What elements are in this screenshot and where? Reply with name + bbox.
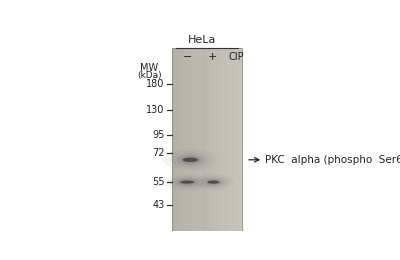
Bar <box>199 48 201 231</box>
Text: CIP: CIP <box>228 51 244 62</box>
Bar <box>189 48 190 231</box>
Bar <box>218 48 219 231</box>
Bar <box>192 48 194 231</box>
Ellipse shape <box>163 149 218 171</box>
Bar <box>175 48 176 231</box>
Ellipse shape <box>199 176 228 188</box>
Bar <box>239 48 240 231</box>
Bar <box>214 48 216 231</box>
Bar <box>230 48 231 231</box>
Text: 180: 180 <box>146 79 165 89</box>
Bar <box>236 48 238 231</box>
Text: (kDa): (kDa) <box>137 71 162 80</box>
Bar <box>228 48 230 231</box>
Bar <box>208 48 210 231</box>
Bar <box>216 48 217 231</box>
Bar <box>197 48 198 231</box>
Bar <box>232 48 233 231</box>
Bar <box>240 48 242 231</box>
Bar <box>184 48 186 231</box>
Ellipse shape <box>180 180 194 184</box>
Bar <box>172 48 242 231</box>
Bar <box>227 48 229 231</box>
Ellipse shape <box>163 174 212 190</box>
Ellipse shape <box>208 180 219 184</box>
Bar <box>206 48 208 231</box>
Ellipse shape <box>171 152 210 167</box>
Bar <box>196 48 197 231</box>
Bar <box>178 48 180 231</box>
Bar <box>238 48 239 231</box>
Bar <box>224 48 225 231</box>
Bar <box>233 48 234 231</box>
Bar <box>220 48 222 231</box>
Text: 95: 95 <box>152 130 165 140</box>
Text: HeLa: HeLa <box>188 35 216 45</box>
Text: +: + <box>208 51 218 62</box>
Bar <box>200 48 202 231</box>
Ellipse shape <box>178 179 196 185</box>
Ellipse shape <box>206 179 221 185</box>
Bar <box>203 48 204 231</box>
Bar <box>182 48 183 231</box>
Bar <box>234 48 236 231</box>
Ellipse shape <box>203 178 224 186</box>
Bar <box>222 48 224 231</box>
Bar <box>235 48 237 231</box>
Ellipse shape <box>176 154 204 165</box>
Bar <box>230 48 232 231</box>
Bar <box>188 48 189 231</box>
Text: MW: MW <box>140 63 158 73</box>
Bar <box>219 48 220 231</box>
Bar <box>205 48 206 231</box>
Bar <box>180 48 181 231</box>
Bar <box>198 48 200 231</box>
Bar <box>212 48 214 231</box>
Bar <box>172 48 174 231</box>
Bar <box>226 48 228 231</box>
Ellipse shape <box>180 156 200 164</box>
Bar <box>185 48 187 231</box>
Bar <box>190 48 192 231</box>
Bar <box>186 48 188 231</box>
Bar <box>241 48 242 231</box>
Bar <box>210 48 211 231</box>
Bar <box>202 48 203 231</box>
Text: −: − <box>182 51 192 62</box>
Text: 72: 72 <box>152 148 165 158</box>
Ellipse shape <box>193 174 234 190</box>
Bar <box>213 48 215 231</box>
Bar <box>176 48 178 231</box>
Bar <box>221 48 223 231</box>
Bar <box>183 48 184 231</box>
Text: 55: 55 <box>152 177 165 187</box>
Bar <box>180 48 182 231</box>
Bar <box>204 48 205 231</box>
Bar <box>211 48 212 231</box>
Text: 43: 43 <box>152 200 165 210</box>
Bar <box>207 48 209 231</box>
Text: PKC  alpha (phospho  Ser657): PKC alpha (phospho Ser657) <box>266 155 400 165</box>
Bar <box>191 48 193 231</box>
Bar <box>174 48 175 231</box>
Bar <box>177 48 179 231</box>
Ellipse shape <box>182 158 198 162</box>
Ellipse shape <box>170 176 205 188</box>
Ellipse shape <box>175 178 200 186</box>
Bar <box>217 48 218 231</box>
Bar <box>225 48 226 231</box>
Text: 130: 130 <box>146 105 165 115</box>
Bar <box>194 48 196 231</box>
Bar <box>193 48 195 231</box>
